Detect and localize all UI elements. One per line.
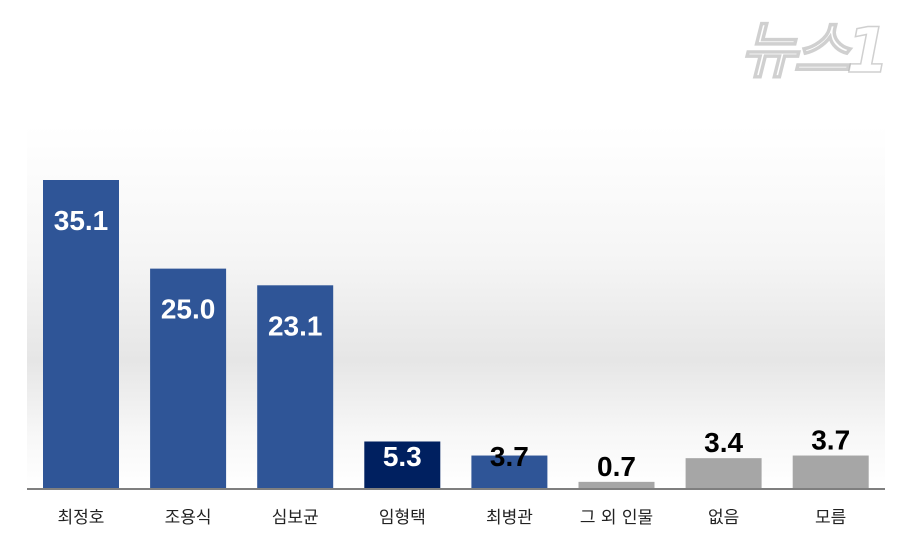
bar — [364, 441, 441, 488]
category-label: 최병관 — [486, 508, 533, 528]
news1-watermark-logo: 뉴스1 — [739, 14, 890, 87]
data-label: 23.1 — [268, 310, 323, 341]
data-label: 0.7 — [597, 451, 636, 482]
bar — [150, 268, 227, 488]
category-label: 모름 — [815, 508, 846, 528]
category-label: 심보균 — [272, 508, 319, 528]
data-label: 25.0 — [161, 294, 216, 325]
data-label: 5.3 — [383, 441, 422, 472]
category-label: 그 외 인물 — [580, 508, 653, 528]
category-label: 조용식 — [165, 508, 212, 528]
bar — [578, 481, 655, 488]
category-label: 최정호 — [58, 508, 105, 528]
data-label: 3.7 — [811, 425, 850, 456]
bar — [685, 458, 762, 488]
category-label: 임형택 — [379, 508, 426, 528]
data-label: 3.4 — [704, 427, 743, 458]
bar — [792, 455, 869, 488]
category-label: 없음 — [708, 508, 739, 528]
bar — [43, 180, 119, 488]
data-label: 35.1 — [54, 205, 109, 236]
data-label: 3.7 — [490, 441, 529, 472]
bar — [471, 455, 548, 488]
bar — [257, 285, 334, 488]
